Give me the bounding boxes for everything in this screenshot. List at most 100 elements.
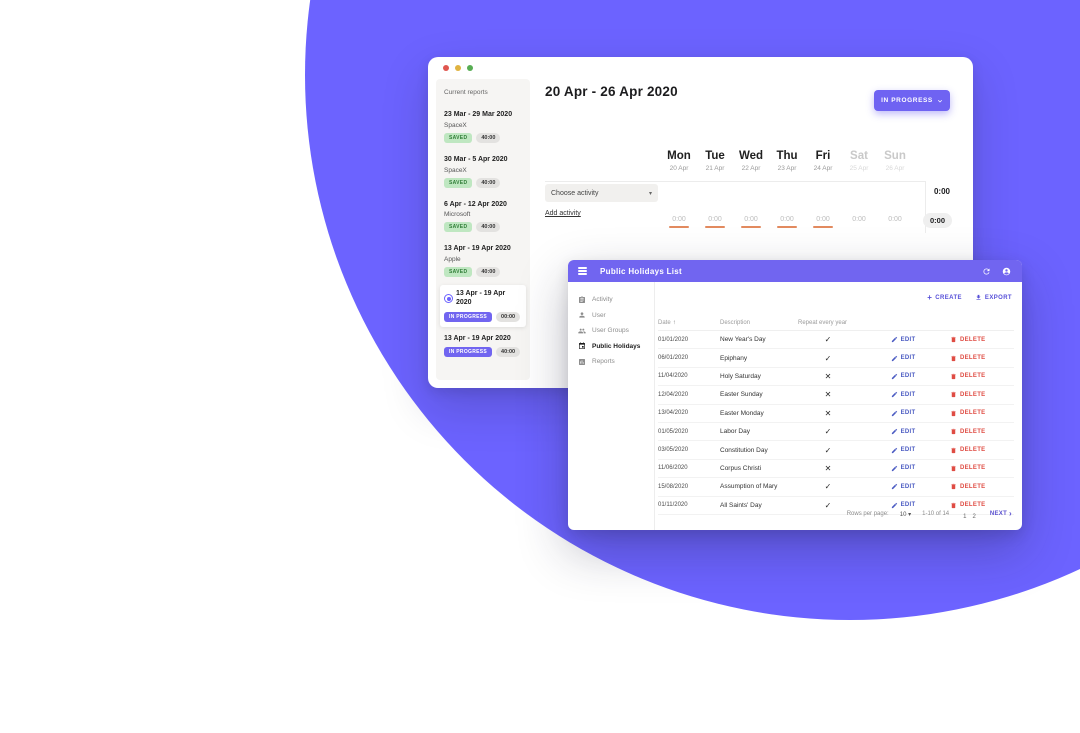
sidebar-title: Current reports bbox=[444, 89, 488, 96]
time-input-underline bbox=[705, 226, 725, 228]
pencil-icon bbox=[891, 355, 897, 361]
edit-button[interactable]: EDIT bbox=[858, 483, 948, 490]
total-column-divider bbox=[925, 181, 926, 233]
delete-button[interactable]: DELETE bbox=[948, 373, 1014, 380]
pagination-range: 1-10 of 14 bbox=[922, 511, 950, 517]
create-button[interactable]: + CREATE bbox=[927, 292, 962, 302]
edit-button[interactable]: EDIT bbox=[858, 391, 948, 398]
day-column-header: Wed 22 Apr bbox=[733, 150, 769, 172]
close-window-button[interactable] bbox=[443, 65, 449, 71]
status-badge: SAVED bbox=[444, 132, 473, 143]
report-list-item[interactable]: 13 Apr - 19 Apr 2020 IN PROGRESS 00:00 bbox=[440, 285, 526, 327]
page-button[interactable]: 1 bbox=[963, 514, 967, 520]
delete-button[interactable]: DELETE bbox=[948, 447, 1014, 454]
trash-icon bbox=[951, 337, 956, 343]
page-button[interactable]: 2 bbox=[972, 514, 976, 520]
holiday-description: Holy Saturday bbox=[720, 372, 761, 380]
delete-button[interactable]: DELETE bbox=[948, 428, 1014, 435]
edit-button[interactable]: EDIT bbox=[858, 465, 948, 472]
maximize-window-button[interactable] bbox=[467, 65, 473, 71]
choose-activity-select[interactable]: Choose activity ▾ bbox=[545, 184, 658, 202]
time-entry-cell[interactable]: 0:00 bbox=[877, 216, 913, 228]
check-icon: ✓ bbox=[824, 353, 832, 363]
time-entry-cell[interactable]: 0:00 bbox=[841, 216, 877, 228]
table-row: 15/08/2020 Assumption of Mary ✓ EDIT bbox=[658, 478, 1014, 497]
holiday-description: Constitution Day bbox=[720, 446, 768, 454]
pencil-icon bbox=[891, 502, 897, 508]
report-list-item[interactable]: 23 Mar - 29 Mar 2020 SpaceX SAVED 40:00 bbox=[440, 106, 526, 148]
report-list-item[interactable]: 30 Mar - 5 Apr 2020 SpaceX SAVED 40:00 bbox=[440, 151, 526, 193]
table-row: 01/11/2020 All Saints' Day ✓ EDIT DE bbox=[658, 497, 1014, 515]
delete-button[interactable]: DELETE bbox=[948, 391, 1014, 398]
table-row: 06/01/2020 Epiphany ✓ EDIT DELETE bbox=[658, 349, 1014, 368]
report-list-item[interactable]: 13 Apr - 19 Apr 2020 IN PROGRESS 40:00 bbox=[440, 330, 526, 363]
edit-button[interactable]: EDIT bbox=[858, 336, 948, 343]
report-list-item[interactable]: 6 Apr - 12 Apr 2020 Microsoft SAVED 40:0… bbox=[440, 196, 526, 238]
delete-button[interactable]: DELETE bbox=[948, 483, 1014, 490]
day-date: 22 Apr bbox=[741, 165, 761, 172]
app-toolbar: Public Holidays List bbox=[568, 260, 1022, 282]
time-entry-cell[interactable]: 0:00 bbox=[661, 216, 697, 228]
day-date: 23 Apr bbox=[777, 165, 797, 172]
edit-button[interactable]: EDIT bbox=[858, 447, 948, 454]
time-entry-cell[interactable]: 0:00 bbox=[805, 216, 841, 228]
time-entry-cell[interactable]: 0:00 bbox=[733, 216, 769, 228]
public-holidays-icon bbox=[578, 342, 586, 350]
report-range: 13 Apr - 19 Apr 2020 bbox=[444, 334, 511, 342]
day-name: Wed bbox=[738, 150, 764, 162]
add-activity-link[interactable]: Add activity bbox=[545, 210, 581, 217]
edit-button[interactable]: EDIT bbox=[858, 373, 948, 380]
nav-item[interactable]: Reports bbox=[568, 354, 654, 370]
edit-button[interactable]: EDIT bbox=[858, 502, 948, 509]
nav-item[interactable]: Public Holidays bbox=[568, 339, 654, 355]
menu-icon[interactable] bbox=[578, 266, 587, 276]
report-list-item[interactable]: 13 Apr - 19 Apr 2020 Apple SAVED 40:00 bbox=[440, 240, 526, 282]
export-button[interactable]: EXPORT bbox=[975, 294, 1012, 301]
status-badge: SAVED bbox=[444, 222, 473, 233]
edit-button[interactable]: EDIT bbox=[858, 428, 948, 435]
nav-item[interactable]: Activity bbox=[568, 292, 654, 308]
time-entry-cell[interactable]: 0:00 bbox=[769, 216, 805, 228]
activity-icon bbox=[578, 296, 586, 304]
delete-button[interactable]: DELETE bbox=[948, 410, 1014, 417]
report-range: 6 Apr - 12 Apr 2020 bbox=[444, 200, 507, 208]
delete-button[interactable]: DELETE bbox=[948, 465, 1014, 472]
rows-per-page-select[interactable]: 10 ▾ bbox=[899, 511, 912, 518]
pencil-icon bbox=[891, 429, 897, 435]
time-value: 0:00 bbox=[708, 216, 722, 223]
delete-button[interactable]: DELETE bbox=[948, 502, 1014, 509]
nav-item[interactable]: User bbox=[568, 308, 654, 324]
cross-icon: ✕ bbox=[824, 371, 832, 381]
holiday-description: Easter Monday bbox=[720, 409, 764, 417]
minimize-window-button[interactable] bbox=[455, 65, 461, 71]
next-page-button[interactable]: NEXT › bbox=[989, 509, 1012, 518]
holiday-description: Epiphany bbox=[720, 354, 748, 362]
column-header-date[interactable]: Date ↑ bbox=[658, 319, 676, 326]
edit-button[interactable]: EDIT bbox=[858, 410, 948, 417]
table-row: 11/04/2020 Holy Saturday ✕ EDIT DELE bbox=[658, 368, 1014, 387]
time-entry-cell[interactable]: 0:00 bbox=[697, 216, 733, 228]
time-value: 0:00 bbox=[672, 216, 686, 223]
check-icon: ✓ bbox=[824, 427, 832, 437]
column-header-description: Description bbox=[720, 319, 751, 326]
day-name: Mon bbox=[667, 150, 691, 162]
chevron-down-icon: ▾ bbox=[908, 511, 912, 518]
table-row: 13/04/2020 Easter Monday ✕ EDIT DELE bbox=[658, 405, 1014, 423]
holiday-date: 03/05/2020 bbox=[658, 447, 689, 454]
delete-button[interactable]: DELETE bbox=[948, 336, 1014, 343]
holiday-date: 01/01/2020 bbox=[658, 336, 689, 343]
reports-sidebar: Current reports 23 Mar - 29 Mar 2020 Spa… bbox=[436, 79, 530, 380]
trash-icon bbox=[951, 502, 956, 508]
check-icon: ✓ bbox=[824, 335, 832, 345]
refresh-icon[interactable] bbox=[982, 267, 991, 276]
chevron-down-icon bbox=[937, 99, 942, 103]
holiday-description: Easter Sunday bbox=[720, 391, 763, 399]
nav-item[interactable]: User Groups bbox=[568, 323, 654, 339]
day-name: Sat bbox=[850, 150, 868, 162]
delete-button[interactable]: DELETE bbox=[948, 355, 1014, 362]
report-status-dropdown[interactable]: IN PROGRESS bbox=[874, 90, 950, 111]
account-icon[interactable] bbox=[1002, 267, 1011, 276]
report-range: 13 Apr - 19 Apr 2020 bbox=[444, 245, 511, 253]
day-name: Thu bbox=[776, 150, 798, 162]
edit-button[interactable]: EDIT bbox=[858, 355, 948, 362]
